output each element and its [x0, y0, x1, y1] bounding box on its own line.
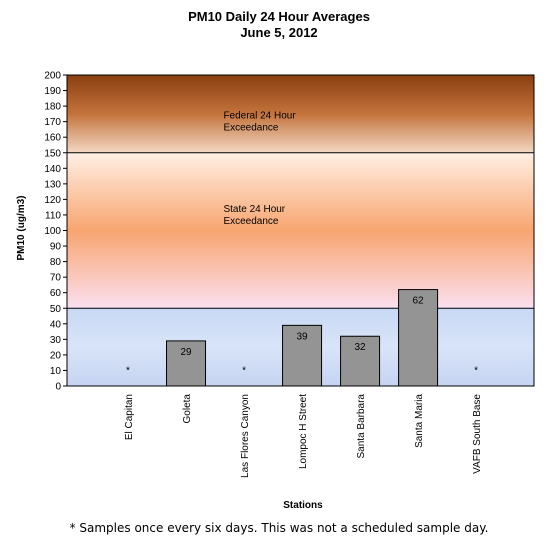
- band-150-200: [67, 75, 534, 153]
- y-tick-label: 110: [45, 210, 61, 221]
- x-axis: El Capitan Goleta Las Flores Canyon Lompoc …: [124, 394, 483, 478]
- y-tick-label: 20: [50, 350, 62, 361]
- y-tick-label: 150: [44, 148, 61, 159]
- data-label: 29: [180, 347, 192, 358]
- y-tick-label: 100: [44, 226, 61, 237]
- y-tick-label: 60: [50, 288, 62, 299]
- band-label: State 24 Hour Exceedance: [223, 204, 285, 227]
- data-label: *: [242, 365, 246, 376]
- y-tick-label: 40: [50, 319, 62, 330]
- category-label: Las Flores Canyon: [240, 394, 251, 478]
- bar: [398, 289, 439, 387]
- y-tick-label: 70: [50, 273, 62, 284]
- footnote: * Samples once every six days. This was …: [69, 521, 489, 535]
- y-tick-label: 10: [50, 366, 62, 377]
- y-tick-label: 190: [44, 86, 61, 97]
- y-tick-label: 90: [50, 242, 62, 253]
- data-label: 62: [413, 296, 425, 307]
- chart-subtitle: June 5, 2012: [240, 25, 317, 40]
- chart-title: PM10 Daily 24 Hour Averages: [188, 9, 370, 24]
- data-label: *: [474, 365, 478, 376]
- y-tick-label: 80: [50, 257, 62, 268]
- category-label: Santa Barbara: [356, 394, 367, 459]
- y-axis-title: PM10 (ug/m3): [16, 195, 27, 260]
- y-tick-label: 30: [50, 335, 62, 346]
- y-tick-label: 130: [44, 179, 61, 190]
- bar: [282, 324, 323, 387]
- category-label: Lompoc H Street: [298, 394, 309, 469]
- band-50-150: [67, 152, 534, 309]
- y-tick-label: 120: [44, 195, 61, 206]
- y-tick-label: 160: [44, 133, 61, 144]
- category-label: Goleta: [182, 394, 193, 424]
- bars: * 29 * 39 32 62 *: [126, 289, 478, 387]
- y-tick-label: 200: [44, 71, 61, 82]
- data-label: *: [126, 365, 130, 376]
- y-tick-label: 170: [44, 117, 61, 128]
- bar: [166, 340, 207, 387]
- bar: [340, 335, 381, 387]
- y-tick-label: 140: [44, 164, 61, 175]
- y-tick-label: 0: [55, 382, 61, 393]
- category-label: El Capitan: [124, 394, 135, 440]
- data-label: 39: [296, 331, 308, 342]
- category-label: VAFB South Base: [472, 394, 483, 474]
- y-tick-label: 180: [44, 102, 61, 113]
- band-label: Federal 24 Hour Exceedance: [223, 111, 296, 134]
- category-label: Santa Maria: [414, 394, 425, 448]
- x-axis-title: Stations: [283, 500, 323, 511]
- data-label: 32: [354, 342, 366, 353]
- y-tick-label: 50: [50, 304, 62, 315]
- y-axis: 0 10 20 30 40 50 60 70 80 90 100 110 120 130 140 150 160…: [44, 71, 67, 393]
